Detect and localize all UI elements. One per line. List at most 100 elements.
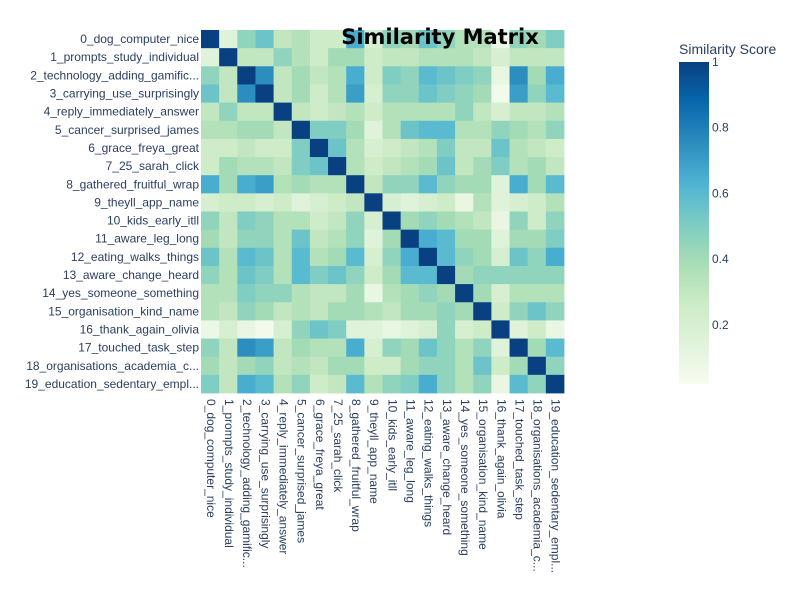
heatmap-cell-3-3 — [255, 84, 274, 103]
heatmap-cell-3-5 — [291, 84, 311, 103]
heatmap-cell-15-12 — [418, 302, 438, 321]
heatmap-cell-6-13 — [436, 138, 456, 158]
heatmap-cell-5-15 — [473, 120, 492, 140]
heatmap-cell-19-9 — [364, 374, 383, 394]
heatmap-cell-15-5 — [291, 302, 311, 321]
heatmap-cell-7-4 — [273, 157, 293, 176]
heatmap-cell-11-0 — [201, 229, 220, 249]
heatmap-cell-13-7 — [328, 265, 347, 285]
heatmap-cell-9-16 — [491, 193, 510, 212]
heatmap-cell-16-9 — [364, 320, 383, 339]
heatmap-cell-9-18 — [527, 193, 547, 212]
heatmap-cell-5-6 — [309, 120, 329, 140]
row-label: 0_dog_computer_nice — [80, 32, 199, 46]
heatmap-cell-14-15 — [473, 284, 492, 303]
heatmap-cell-15-16 — [491, 302, 510, 321]
heatmap-cell-0-8 — [346, 30, 365, 49]
heatmap-cell-19-19 — [545, 374, 565, 394]
heatmap-cell-14-13 — [436, 284, 456, 303]
row-label: 8_gathered_fruitful_wrap — [66, 177, 199, 191]
heatmap-cell-15-15 — [473, 302, 492, 321]
heatmap-cell-3-6 — [309, 84, 329, 103]
heatmap-cell-0-16 — [491, 30, 510, 49]
heatmap-cell-18-5 — [291, 356, 311, 376]
heatmap-cell-6-17 — [509, 138, 529, 158]
heatmap-cell-15-4 — [273, 302, 293, 321]
row-label: 15_organisation_kind_name — [48, 304, 199, 318]
row-label: 16_thank_again_olivia — [80, 322, 200, 336]
heatmap-cell-0-15 — [473, 30, 492, 49]
heatmap-cell-4-7 — [328, 102, 347, 122]
heatmap-cell-5-1 — [219, 120, 238, 140]
heatmap-cell-8-17 — [509, 175, 529, 194]
heatmap-cell-7-1 — [219, 157, 238, 176]
heatmap-cell-7-16 — [491, 157, 510, 176]
heatmap-cell-16-13 — [436, 320, 456, 339]
heatmap-cell-5-12 — [418, 120, 438, 140]
heatmap-cell-19-18 — [527, 374, 547, 394]
heatmap-cell-14-1 — [219, 284, 238, 303]
heatmap-cell-10-14 — [455, 211, 474, 231]
heatmap-cell-11-2 — [237, 229, 256, 249]
heatmap-cell-8-18 — [527, 175, 547, 194]
heatmap-cell-19-3 — [255, 374, 274, 394]
heatmap-cell-15-1 — [219, 302, 238, 321]
heatmap-cell-2-17 — [509, 66, 529, 85]
heatmap-cell-11-7 — [328, 229, 347, 249]
heatmap-cell-9-6 — [309, 193, 329, 212]
heatmap-cell-16-19 — [545, 320, 565, 339]
heatmap-cell-13-14 — [455, 265, 474, 285]
heatmap-cell-3-18 — [527, 84, 547, 103]
row-label: 10_kids_early_itll — [107, 214, 199, 228]
row-label: 14_yes_someone_something — [42, 286, 199, 300]
heatmap-cell-9-0 — [201, 193, 220, 212]
row-label: 17_touched_task_step — [78, 341, 199, 355]
heatmap-cell-2-3 — [255, 66, 274, 85]
heatmap-cell-1-0 — [201, 48, 220, 67]
heatmap-cell-14-19 — [545, 284, 565, 303]
heatmap-cell-3-4 — [273, 84, 293, 103]
heatmap-cell-9-1 — [219, 193, 238, 212]
heatmap-cell-3-11 — [400, 84, 420, 103]
heatmap-cell-4-2 — [237, 102, 256, 122]
heatmap-cell-1-4 — [273, 48, 293, 67]
heatmap-cell-18-19 — [545, 356, 565, 376]
heatmap-cell-1-19 — [545, 48, 565, 67]
heatmap-cell-5-9 — [364, 120, 383, 140]
heatmap-cell-11-18 — [527, 229, 547, 249]
heatmap-cell-9-8 — [346, 193, 365, 212]
heatmap-cell-4-8 — [346, 102, 365, 122]
heatmap-cell-6-16 — [491, 138, 510, 158]
heatmap-cell-2-16 — [491, 66, 510, 85]
heatmap-cell-18-16 — [491, 356, 510, 376]
heatmap-cell-6-5 — [291, 138, 311, 158]
heatmap-cell-17-12 — [418, 338, 438, 358]
heatmap-cell-11-6 — [309, 229, 329, 249]
heatmap-cell-17-19 — [545, 338, 565, 358]
heatmap-cell-12-7 — [328, 247, 347, 267]
heatmap-cell-13-9 — [364, 265, 383, 285]
heatmap-cell-12-17 — [509, 247, 529, 267]
heatmap-cell-13-12 — [418, 265, 438, 285]
heatmap-cell-11-13 — [436, 229, 456, 249]
heatmap-cell-18-4 — [273, 356, 293, 376]
heatmap-cell-16-8 — [346, 320, 365, 339]
heatmap-cell-6-19 — [545, 138, 565, 158]
colorbar-ticks: 0.2 0.4 0.6 0.8 1 — [712, 55, 729, 332]
heatmap-cell-11-19 — [545, 229, 565, 249]
heatmap-cell-1-14 — [455, 48, 474, 67]
heatmap-cell-6-12 — [418, 138, 438, 158]
heatmap-cell-17-4 — [273, 338, 293, 358]
heatmap-cell-3-12 — [418, 84, 438, 103]
row-label: 9_theyll_app_name — [94, 195, 199, 209]
heatmap-cell-0-3 — [255, 30, 274, 49]
heatmap-cell-9-17 — [509, 193, 529, 212]
heatmap-cell-5-3 — [255, 120, 274, 140]
heatmap-cell-15-7 — [328, 302, 347, 321]
row-label: 18_organisations_academia_c... — [26, 359, 199, 373]
colorbar-tick-label: 0.8 — [712, 121, 729, 135]
heatmap-cell-4-6 — [309, 102, 329, 122]
heatmap-cell-0-2 — [237, 30, 256, 49]
heatmap-cell-3-7 — [328, 84, 347, 103]
row-label: 5_cancer_surprised_james — [55, 123, 199, 137]
